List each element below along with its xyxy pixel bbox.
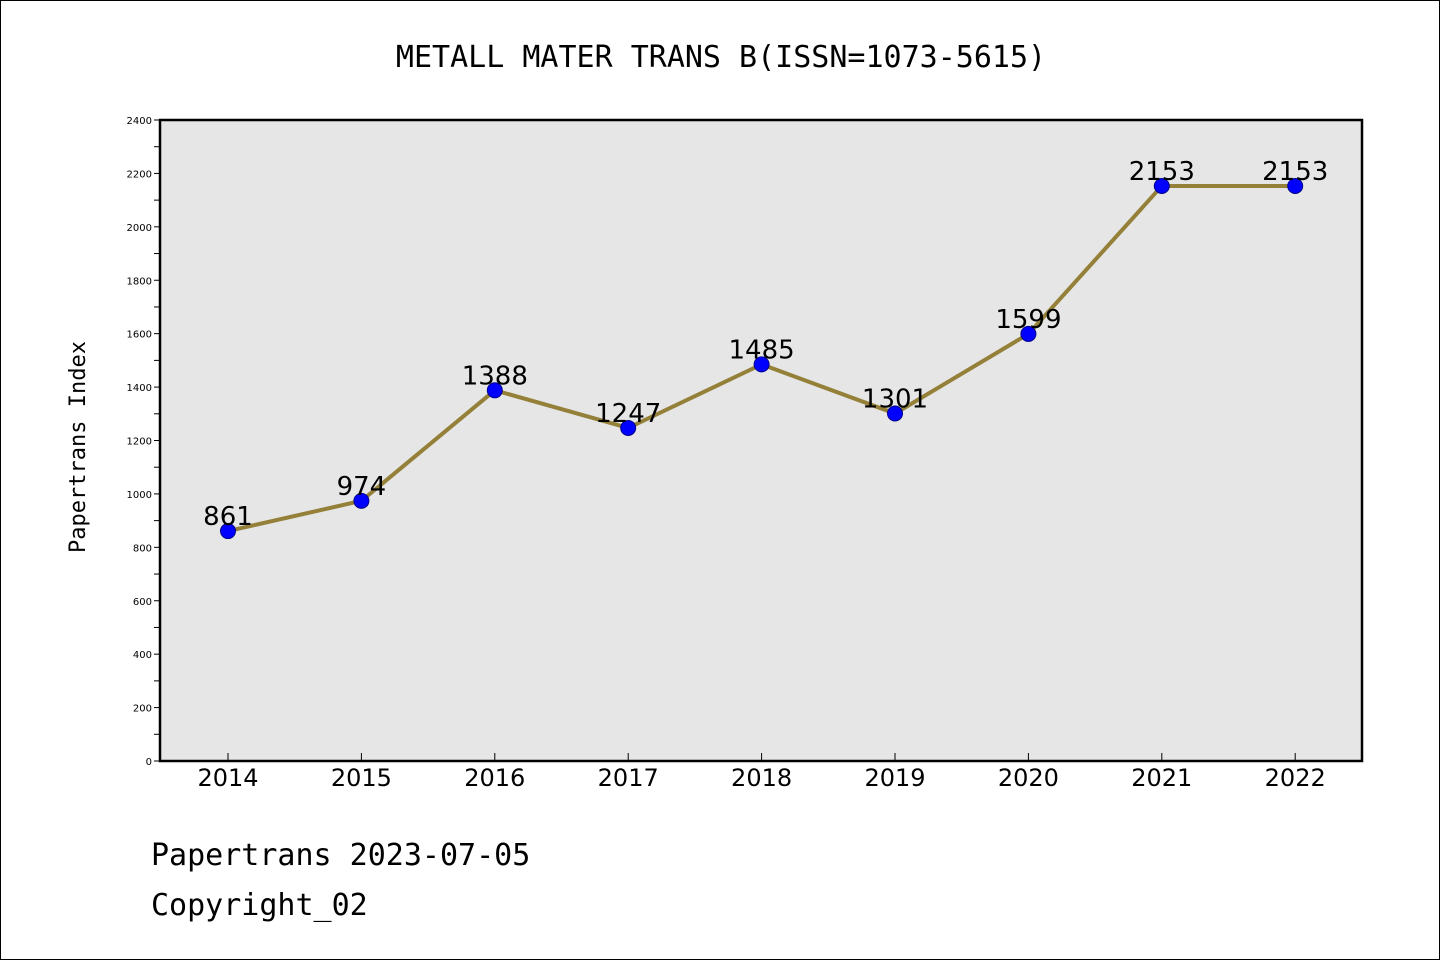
- data-point: [353, 492, 370, 509]
- data-label: 1247: [595, 399, 661, 429]
- footer-copyright: Copyright_02: [151, 888, 368, 923]
- plot-area: [160, 120, 1362, 761]
- x-axis: 2014 2015 2016 2017 2018 2019 2020 2021 2022: [197, 753, 1326, 792]
- y-axis-label: Papertrans Index: [66, 341, 91, 553]
- x-tick-label: 2020: [998, 764, 1059, 792]
- y-tick-label: 1200: [127, 437, 152, 448]
- data-label: 974: [337, 472, 387, 502]
- data-label: 1485: [729, 335, 795, 365]
- data-point: [220, 523, 236, 540]
- data-point: [486, 382, 503, 399]
- data-point: [1020, 325, 1037, 342]
- y-tick-label: 1000: [127, 490, 152, 501]
- x-tick-label: 2014: [197, 764, 258, 792]
- data-point: [620, 419, 637, 436]
- chart-title: METALL MATER TRANS B(ISSN=1073-5615): [396, 40, 1046, 75]
- y-tick-label: 2400: [127, 116, 152, 127]
- data-label: 1388: [462, 361, 528, 391]
- y-tick-label: 600: [133, 597, 152, 608]
- y-tick-label: 2200: [127, 169, 152, 180]
- data-point: [1287, 177, 1304, 194]
- data-label: 2153: [1129, 157, 1195, 187]
- x-tick-label: 2022: [1265, 764, 1326, 792]
- data-label: 1301: [862, 385, 928, 415]
- data-point: [1153, 177, 1170, 194]
- y-tick-label: 1400: [127, 383, 152, 394]
- y-tick-label: 400: [133, 650, 152, 661]
- y-tick-label: 2000: [127, 223, 152, 234]
- y-axis: 0 200 400 600 800 1000 1200 1400 1600 1800 2000 220…: [127, 116, 160, 768]
- footer-date: Papertrans 2023-07-05: [151, 838, 530, 873]
- y-tick-label: 1600: [127, 330, 152, 341]
- x-tick-label: 2015: [331, 764, 392, 792]
- x-tick-label: 2017: [598, 764, 659, 792]
- y-tick-label: 200: [133, 704, 152, 715]
- x-tick-label: 2021: [1131, 764, 1192, 792]
- data-label: 1599: [995, 305, 1061, 335]
- data-labels: 861 974 1388 1247 1485 1301 1599 2153 2153: [203, 157, 1328, 532]
- data-point: [887, 405, 903, 422]
- data-markers: [220, 177, 1304, 540]
- data-point: [753, 356, 770, 373]
- x-tick-label: 2018: [731, 764, 792, 792]
- data-label: 861: [203, 502, 253, 532]
- y-tick-label: 1800: [127, 276, 152, 287]
- plot-border: [158, 118, 1364, 763]
- data-label: 2153: [1262, 157, 1328, 187]
- x-tick-label: 2019: [864, 764, 925, 792]
- x-tick-label: 2016: [464, 764, 525, 792]
- y-tick-label: 0: [146, 757, 152, 768]
- y-tick-label: 800: [133, 543, 152, 554]
